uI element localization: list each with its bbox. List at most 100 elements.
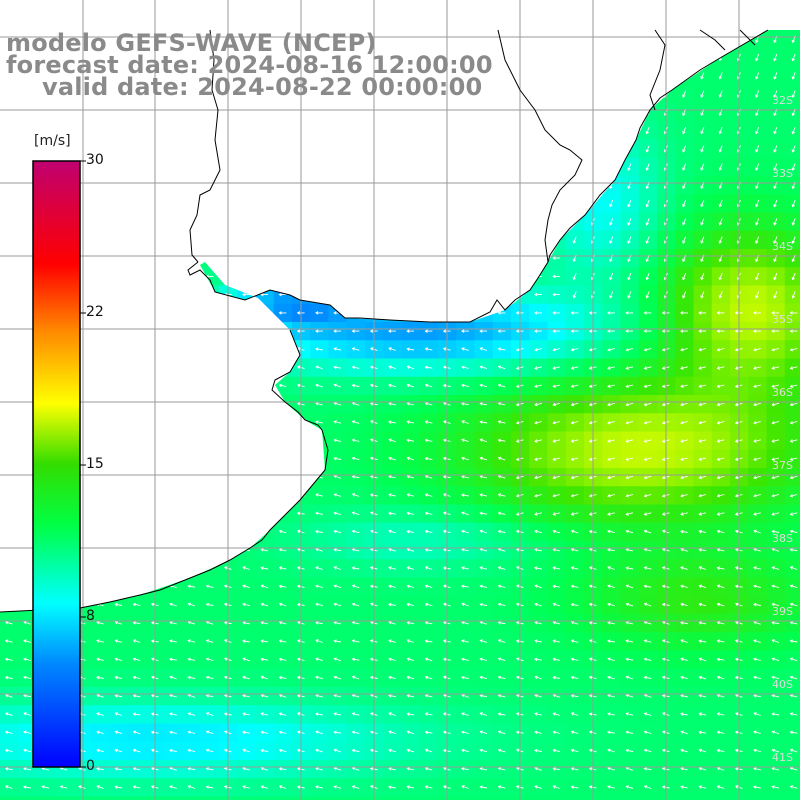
wind-arrow — [718, 199, 723, 208]
wind-cell — [784, 48, 800, 68]
wind-cell — [492, 796, 512, 800]
wind-arrow — [680, 311, 688, 315]
lat-label-32S: 32S — [772, 94, 793, 107]
wind-cell — [784, 559, 800, 579]
wind-arrow — [461, 347, 469, 351]
colorbar-tick-0: 0 — [86, 758, 95, 774]
wind-arrow — [609, 236, 614, 244]
wind-arrow — [607, 311, 615, 315]
wind-cell — [383, 796, 403, 800]
wind-cell — [784, 230, 800, 250]
wind-arrow — [278, 383, 287, 388]
wind-arrow — [716, 384, 725, 388]
wind-arrow — [552, 256, 561, 260]
wind-cell — [401, 796, 421, 800]
wind-arrow — [388, 347, 396, 351]
wind-arrow — [333, 383, 342, 388]
wind-arrow — [771, 329, 780, 333]
wind-arrow — [625, 384, 634, 388]
wind-arrow — [771, 402, 780, 407]
wind-cell — [784, 30, 800, 49]
wind-cell — [36, 796, 56, 800]
wind-arrow — [755, 72, 760, 80]
wind-arrow — [479, 475, 488, 479]
wind-arrow — [698, 457, 707, 461]
wind-arrow — [479, 438, 488, 443]
wind-arrow — [645, 291, 650, 299]
wind-cell — [273, 796, 293, 800]
lat-label-35S: 35S — [772, 313, 793, 326]
wind-cell — [565, 796, 585, 800]
wind-arrow — [570, 329, 579, 333]
wind-arrow — [755, 53, 760, 62]
wind-arrow — [607, 439, 615, 443]
wind-arrow — [627, 272, 632, 281]
wind-arrow — [315, 365, 323, 370]
wind-arrow — [789, 457, 798, 461]
wind-arrow — [351, 401, 360, 406]
wind-arrow — [570, 311, 579, 315]
wind-cell — [18, 796, 38, 800]
wind-arrow — [479, 347, 488, 351]
wind-arrow — [424, 438, 433, 443]
wind-arrow — [789, 311, 798, 315]
wind-arrow — [791, 53, 796, 62]
wind-arrow — [643, 457, 652, 461]
wind-arrow — [643, 384, 652, 388]
wind-arrow — [716, 366, 725, 370]
wind-arrow — [755, 145, 760, 153]
wind-arrow — [315, 420, 323, 424]
wind-cell — [638, 796, 658, 800]
wind-arrow — [534, 439, 542, 443]
wind-arrow — [773, 199, 778, 208]
wind-arrow — [315, 329, 323, 333]
wind-arrow — [534, 311, 542, 315]
wind-cell — [748, 796, 768, 800]
wind-arrow — [645, 218, 650, 226]
wind-arrow — [698, 384, 707, 388]
wind-arrow — [552, 311, 561, 315]
wind-arrow — [534, 292, 542, 297]
wind-arrow — [698, 421, 707, 425]
wind-arrow — [791, 145, 796, 153]
lat-label-37S: 37S — [772, 459, 793, 472]
wind-arrow — [333, 456, 342, 461]
wind-arrow — [700, 90, 705, 98]
wind-arrow — [497, 402, 506, 406]
wind-arrow — [333, 474, 342, 479]
wind-arrow — [700, 291, 705, 299]
wind-arrow — [716, 439, 725, 443]
wind-arrow — [625, 457, 634, 461]
wind-arrow — [424, 383, 433, 388]
wind-cell — [784, 249, 800, 268]
wind-arrow — [773, 90, 778, 98]
wind-arrow — [461, 420, 469, 424]
wind-arrow — [680, 439, 688, 443]
wind-arrow — [552, 274, 561, 279]
wind-arrow — [552, 384, 561, 388]
wind-arrow — [773, 236, 778, 244]
wind-arrow — [497, 347, 506, 351]
wind-arrow — [716, 329, 725, 333]
wind-arrow — [755, 126, 760, 135]
wind-cell — [784, 614, 800, 633]
wind-arrow — [680, 329, 688, 333]
wind-arrow — [278, 311, 287, 315]
wind-cell — [474, 796, 494, 800]
wind-arrow — [497, 365, 506, 370]
colorbar — [32, 160, 81, 768]
wind-arrow — [753, 348, 761, 352]
wind-cell — [784, 522, 800, 542]
wind-arrow — [351, 438, 360, 442]
wind-arrow — [607, 348, 615, 352]
wind-arrow — [479, 365, 488, 370]
wind-cell — [91, 796, 111, 800]
wind-arrow — [607, 421, 615, 425]
wind-arrow — [552, 366, 561, 370]
wind-arrow — [700, 126, 705, 135]
wind-arrow — [789, 402, 798, 407]
wind-arrow — [315, 402, 323, 406]
wind-arrow — [534, 329, 542, 333]
wind-cell — [182, 796, 202, 800]
wind-cell — [784, 650, 800, 670]
